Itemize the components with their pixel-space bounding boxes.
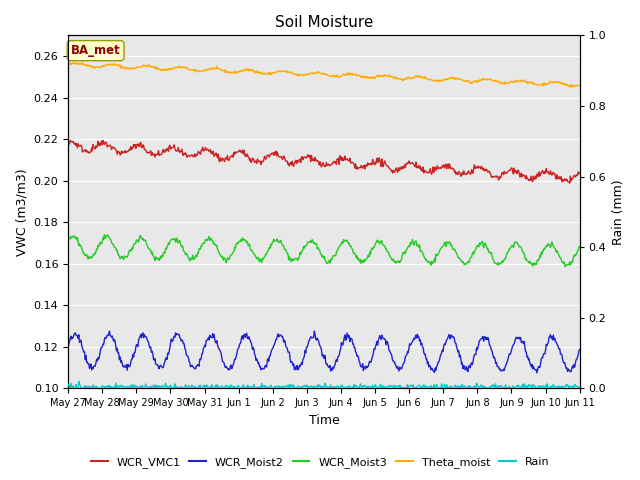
Y-axis label: VWC (m3/m3): VWC (m3/m3)	[15, 168, 28, 256]
Title: Soil Moisture: Soil Moisture	[275, 15, 373, 30]
X-axis label: Time: Time	[308, 414, 339, 427]
Text: BA_met: BA_met	[70, 44, 120, 57]
Legend: WCR_VMC1, WCR_Moist2, WCR_Moist3, Theta_moist, Rain: WCR_VMC1, WCR_Moist2, WCR_Moist3, Theta_…	[86, 452, 554, 472]
Y-axis label: Rain (mm): Rain (mm)	[612, 179, 625, 245]
